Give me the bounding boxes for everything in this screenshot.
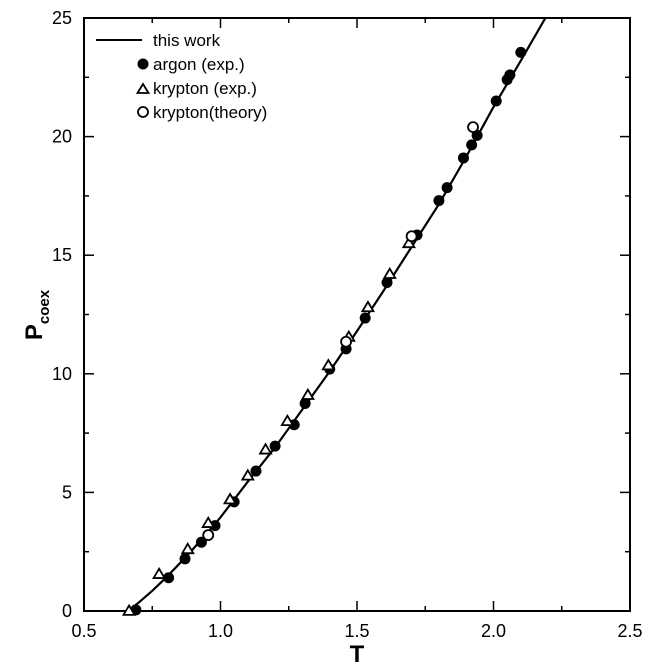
- point-argon-exp-: [269, 440, 281, 452]
- point-krypton-exp-: [152, 566, 167, 579]
- point-krypton-exp-: [401, 236, 416, 249]
- point-argon-exp-: [195, 536, 207, 548]
- legend-label-krypton-theory: krypton(theory): [153, 103, 267, 122]
- point-krypton-exp-: [258, 442, 273, 455]
- point-argon-exp-: [490, 95, 502, 107]
- point-krypton-exp-: [121, 603, 137, 616]
- legend-label-this-work: this work: [153, 31, 221, 50]
- point-krypton-theory-: [467, 121, 479, 134]
- point-argon-exp-: [381, 276, 393, 288]
- point-argon-exp-: [457, 152, 469, 164]
- x-tick-label: 0.5: [71, 621, 96, 641]
- legend-label-krypton-exp: krypton (exp.): [153, 79, 257, 98]
- data-marks: [121, 18, 547, 616]
- point-argon-exp-: [299, 397, 311, 409]
- point-argon-exp-: [466, 139, 478, 151]
- point-argon-exp-: [433, 195, 445, 207]
- y-tick-label: 20: [52, 127, 72, 147]
- point-krypton-theory-: [202, 529, 215, 541]
- point-argon-exp-: [209, 520, 221, 532]
- legend-marker-argon: [137, 58, 149, 70]
- y-tick-label: 0: [62, 601, 72, 621]
- x-tick-labels: 0.5 1.0 1.5 2.0 2.5: [71, 621, 642, 641]
- point-krypton-exp-: [321, 358, 336, 371]
- point-argon-exp-: [504, 69, 516, 81]
- y-axis-label-subscript: coex: [36, 289, 53, 324]
- point-argon-exp-: [515, 46, 527, 58]
- legend-marker-krypton-exp: [135, 82, 151, 94]
- axis-ticks: [83, 17, 631, 612]
- point-krypton-exp-: [360, 300, 375, 313]
- point-argon-exp-: [179, 553, 191, 565]
- y-tick-label: 5: [62, 482, 72, 502]
- point-krypton-theory-: [340, 335, 352, 348]
- y-tick-label: 10: [52, 364, 72, 384]
- y-tick-labels: 0 5 10 15 20 25: [52, 8, 72, 621]
- legend-label-argon: argon (exp.): [153, 55, 245, 74]
- point-krypton-exp-: [280, 413, 295, 426]
- x-tick-label: 2.5: [617, 621, 642, 641]
- y-axis-label: Pcoex: [21, 289, 53, 340]
- point-krypton-exp-: [201, 515, 216, 528]
- x-tick-label: 1.0: [208, 621, 233, 641]
- point-argon-exp-: [441, 182, 453, 194]
- point-krypton-exp-: [382, 266, 397, 279]
- x-tick-label: 1.5: [344, 621, 369, 641]
- legend-marker-krypton-theory: [137, 106, 149, 118]
- point-argon-exp-: [250, 465, 262, 477]
- point-krypton-exp-: [300, 387, 315, 400]
- x-tick-label: 2.0: [481, 621, 506, 641]
- point-krypton-exp-: [240, 468, 255, 481]
- x-axis-label: T: [350, 641, 365, 664]
- y-tick-label: 25: [52, 8, 72, 28]
- legend: this work argon (exp.) krypton (exp.) kr…: [96, 31, 267, 122]
- y-axis-label-main: P: [21, 324, 48, 340]
- point-krypton-theory-: [405, 230, 418, 243]
- point-krypton-exp-: [222, 492, 238, 505]
- point-krypton-exp-: [180, 542, 195, 555]
- point-argon-exp-: [163, 572, 175, 584]
- point-argon-exp-: [359, 312, 371, 324]
- y-tick-label: 15: [52, 245, 72, 265]
